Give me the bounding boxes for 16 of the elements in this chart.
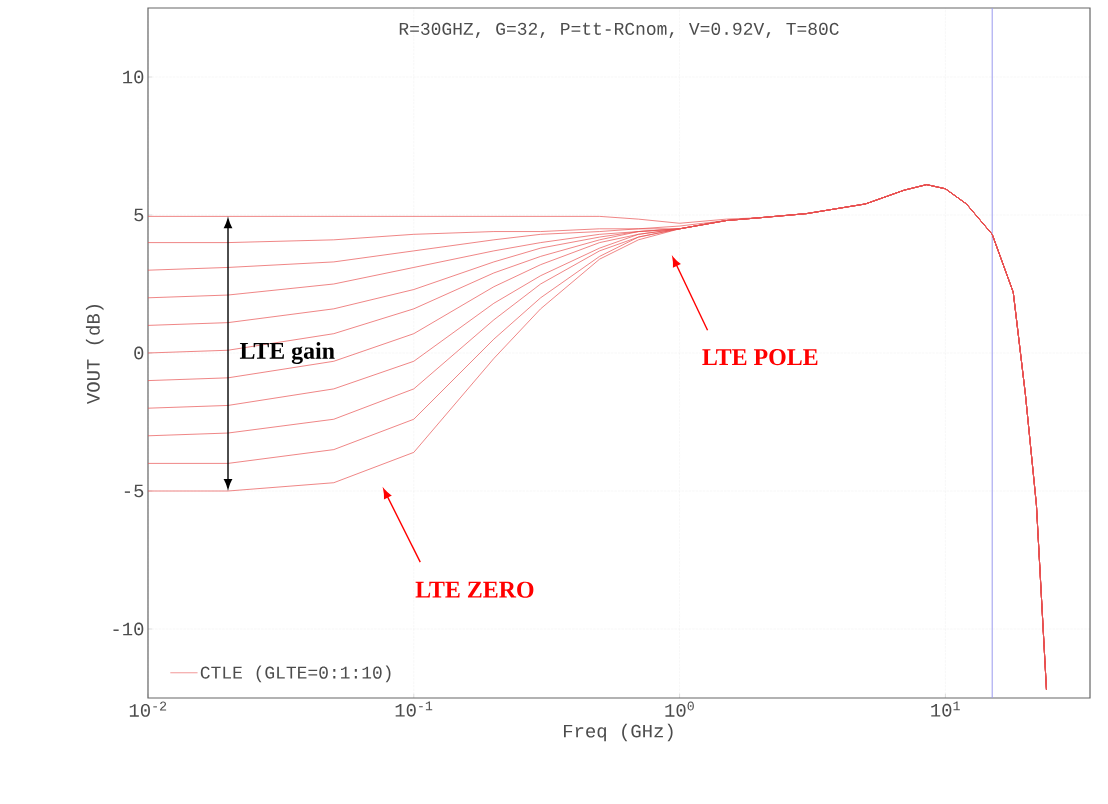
annotation: LTE POLE [702,349,818,366]
y-tick-label: -5 [124,484,144,498]
x-tick-label: 10$^{0}$ [665,701,694,717]
x-tick-label: 10$^{-1}$ [395,701,433,717]
annotation: LTE ZERO [415,581,534,598]
annotation: LTE gain [239,342,335,364]
y-tick-label: -10 [113,622,144,636]
x-tick-label: 10$^{1}$ [931,701,960,717]
x-tick-label: 10$^{-2}$ [129,701,167,717]
legend-label: CTLE (GLTE=0:1:10) [200,665,391,683]
y-tick-label: 5 [134,208,144,222]
x-axis-title: Freq (GHz) [564,723,673,742]
y-tick-label: 0 [134,346,144,360]
y-axis-title: VOUT (dB) [85,305,104,405]
y-tick-label: 10 [123,70,144,84]
text: R=30GHZ, G=32, P=tt-RCnom, V=0.92V, T=80C [399,22,839,38]
